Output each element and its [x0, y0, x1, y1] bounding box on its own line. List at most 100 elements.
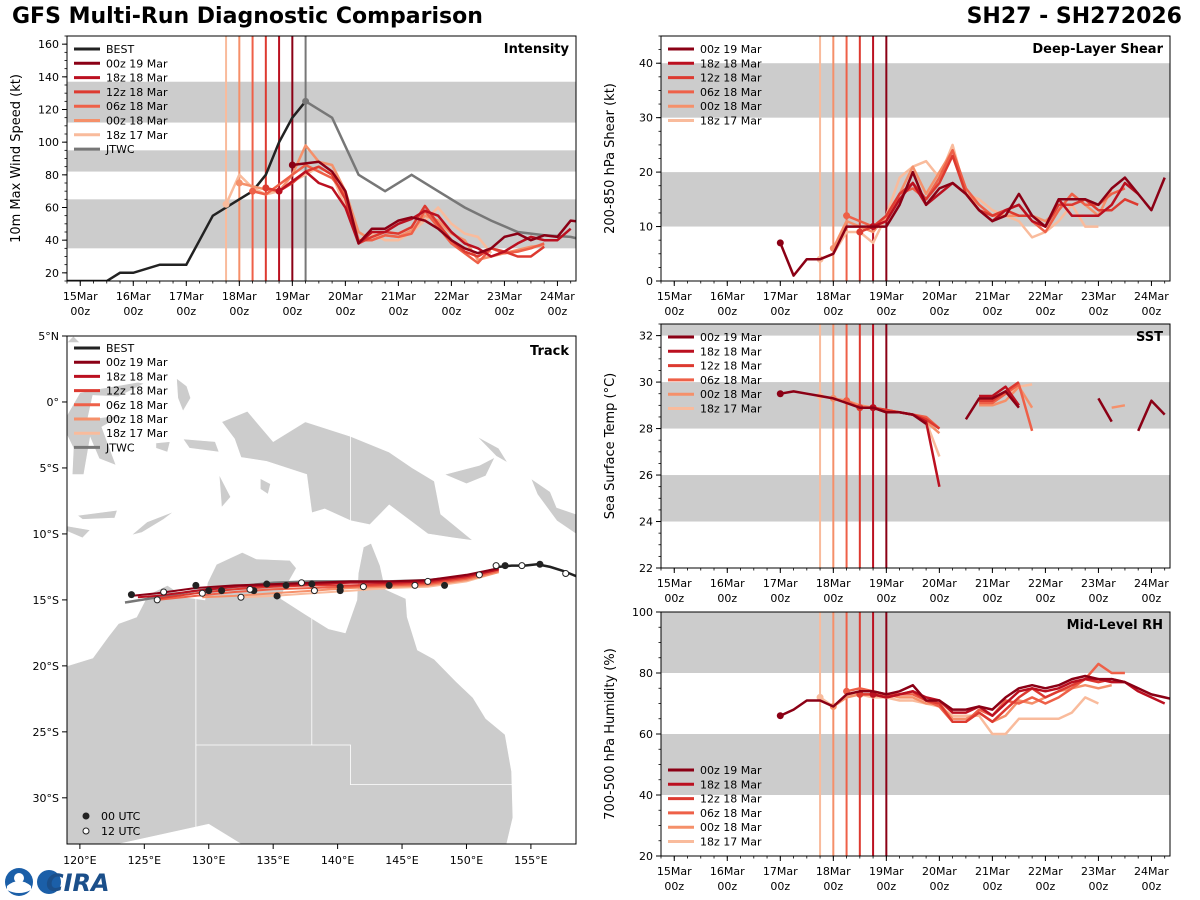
y-tick-label: 80: [45, 169, 59, 182]
halmahera-landmass: [176, 377, 192, 412]
y-tick-label: 5°S: [40, 462, 59, 475]
x-tick-label: 00z: [770, 305, 790, 318]
axes-frame: [66, 335, 577, 845]
x-tick-label: 21Mar: [975, 865, 1010, 878]
x-tick-label: 00z: [664, 305, 684, 318]
x-tick-label: 24Mar: [1134, 577, 1169, 590]
x-tick-label: 120°E: [63, 854, 96, 867]
y-axis-label: Sea Surface Temp (°C): [603, 373, 618, 520]
legend-label: 00 UTC: [101, 810, 141, 823]
new-guinea-landmass: [221, 410, 474, 541]
legend-label: 12z 18 Mar: [700, 360, 762, 373]
series-line: [1097, 397, 1113, 423]
y-tick-label: 30: [639, 112, 653, 125]
y-tick-label: 20: [45, 267, 59, 280]
x-tick-label: 18Mar: [222, 290, 257, 303]
seram-landmass: [182, 438, 220, 453]
legend-label: 18z 18 Mar: [700, 778, 762, 791]
x-tick-label: 17Mar: [763, 577, 798, 590]
track-point-12utc: [153, 596, 161, 604]
x-tick-label: 00z: [823, 305, 843, 318]
sumba-landmass: [67, 525, 91, 539]
track-point-12utc: [237, 593, 245, 601]
y-tick-label: 22: [639, 562, 653, 575]
x-tick-label: 00z: [1089, 880, 1109, 893]
y-axis-label: 700-500 hPa Humidity (%): [603, 648, 618, 820]
track-point-00utc: [192, 581, 200, 589]
legend-label: 12z 18 Mar: [106, 385, 168, 398]
track-point-12utc: [424, 577, 432, 585]
legend-label: 18z 18 Mar: [700, 345, 762, 358]
x-tick-label: 19Mar: [869, 865, 904, 878]
x-tick-label: 125°E: [128, 854, 161, 867]
legend-label: 00z 19 Mar: [106, 356, 168, 369]
x-tick-label: 00z: [282, 305, 302, 318]
y-tick-label: 10: [639, 221, 653, 234]
x-tick-label: 00z: [1142, 592, 1162, 605]
x-tick-label: 00z: [876, 880, 896, 893]
x-tick-label: 22Mar: [1028, 290, 1063, 303]
legend-label: 00z 19 Mar: [700, 43, 762, 56]
x-tick-label: 00z: [823, 592, 843, 605]
series-line: [292, 160, 576, 255]
series-line: [779, 674, 1170, 717]
x-tick-label: 00z: [495, 305, 515, 318]
new-britain-landmass: [443, 456, 496, 485]
x-tick-label: 15Mar: [657, 865, 692, 878]
new-ireland-landmass: [476, 436, 508, 463]
x-tick-label: 16Mar: [116, 290, 151, 303]
init-point: [249, 187, 257, 195]
page-title: GFS Multi-Run Diagnostic Comparison: [12, 4, 483, 29]
x-tick-label: 15Mar: [657, 290, 692, 303]
y-tick-label: 40: [639, 57, 653, 70]
shade-band: [661, 63, 1170, 118]
x-tick-label: 23Mar: [1081, 290, 1116, 303]
legend-label: 12z 18 Mar: [700, 793, 762, 806]
track-point-00utc: [127, 591, 135, 599]
x-tick-label: 00z: [1036, 880, 1056, 893]
track-point-12utc: [160, 588, 168, 596]
y-tick-label: 15°S: [33, 594, 59, 607]
track-point-00utc: [385, 581, 393, 589]
x-tick-label: 00z: [1089, 592, 1109, 605]
x-tick-label: 00z: [982, 592, 1002, 605]
legend-label: 18z 17 Mar: [700, 115, 762, 128]
y-tick-label: 25°S: [33, 726, 59, 739]
legend-label: JTWC: [105, 441, 135, 454]
x-tick-label: 00z: [876, 592, 896, 605]
legend-label: 18z 18 Mar: [106, 72, 168, 85]
x-tick-label: 00z: [823, 880, 843, 893]
legend-label: 18z 17 Mar: [106, 427, 168, 440]
series-line: [872, 181, 1139, 228]
rh-panel: 15Mar 00z 16Mar 00z 17Mar 00z 18Mar 00z 19Mar 00z…: [603, 606, 1171, 893]
y-tick-label: 26: [639, 469, 653, 482]
track-point-00utc: [501, 562, 509, 570]
sst-plot-area: [661, 324, 1170, 568]
init-point: [856, 228, 864, 236]
panel-title: Track: [530, 344, 569, 359]
track-point-00utc: [441, 581, 449, 589]
init-point: [776, 712, 784, 720]
legend-label: 06z 18 Mar: [106, 100, 168, 113]
intensity-plot-area: [67, 36, 576, 281]
series-line: [819, 693, 1099, 736]
x-tick-label: 20Mar: [328, 290, 363, 303]
x-tick-label: 21Mar: [381, 290, 416, 303]
y-tick-label: 24: [639, 516, 653, 529]
solomon-islands-landmass: [530, 477, 576, 535]
legend-label: 06z 18 Mar: [700, 374, 762, 387]
legend-label: 18z 17 Mar: [700, 403, 762, 416]
x-tick-label: 20Mar: [922, 290, 957, 303]
x-tick-label: 00z: [876, 305, 896, 318]
track-point-12utc: [562, 570, 570, 578]
x-tick-label: 130°E: [192, 854, 225, 867]
x-tick-label: 18Mar: [816, 865, 851, 878]
legend-label: 00z 19 Mar: [700, 331, 762, 344]
x-tick-label: 18Mar: [816, 290, 851, 303]
y-tick-label: 20°S: [33, 660, 59, 673]
x-tick-label: 19Mar: [275, 290, 310, 303]
x-tick-label: 15Mar: [657, 577, 692, 590]
legend-label: 12z 18 Mar: [700, 72, 762, 85]
shade-band: [67, 199, 576, 249]
